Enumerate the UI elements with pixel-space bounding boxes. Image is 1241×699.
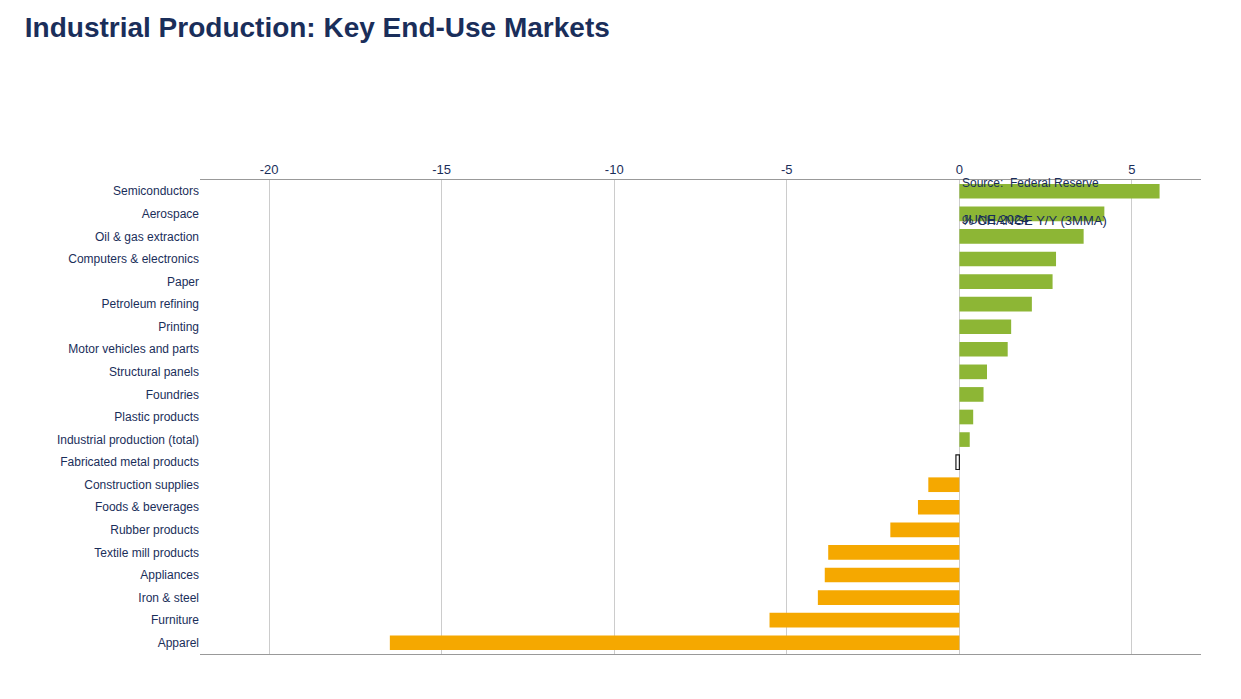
svg-text:Rubber products: Rubber products	[110, 523, 199, 537]
svg-text:Petroleum refining: Petroleum refining	[102, 297, 199, 311]
svg-text:Iron & steel: Iron & steel	[138, 591, 199, 605]
svg-text:0: 0	[956, 162, 963, 177]
svg-text:Structural panels: Structural panels	[109, 365, 199, 379]
svg-text:-10: -10	[605, 162, 624, 177]
svg-text:-5: -5	[781, 162, 793, 177]
svg-text:Foods & beverages: Foods & beverages	[95, 500, 199, 514]
svg-text:Computers & electronics: Computers & electronics	[68, 252, 199, 266]
svg-text:Printing: Printing	[158, 320, 199, 334]
svg-text:Apparel: Apparel	[158, 636, 199, 650]
svg-text:Fabricated metal products: Fabricated metal products	[60, 455, 199, 469]
svg-text:% CHANGE Y/Y (3MMA): % CHANGE Y/Y (3MMA)	[962, 213, 1107, 228]
svg-text:Industrial Production: Key End: Industrial Production: Key End-Use Marke…	[25, 12, 610, 43]
svg-text:Foundries: Foundries	[146, 388, 199, 402]
svg-text:Furniture: Furniture	[151, 613, 199, 627]
svg-text:-20: -20	[260, 162, 279, 177]
svg-text:Paper: Paper	[167, 275, 199, 289]
svg-text:Source: Federal Reserve: Source: Federal Reserve	[962, 176, 1099, 190]
svg-text:Appliances: Appliances	[140, 568, 199, 582]
svg-text:Industrial production (total): Industrial production (total)	[57, 433, 199, 447]
svg-text:Oil & gas extraction: Oil & gas extraction	[95, 230, 199, 244]
svg-text:5: 5	[1128, 162, 1135, 177]
svg-text:Aerospace: Aerospace	[142, 207, 200, 221]
svg-text:Plastic products: Plastic products	[114, 410, 199, 424]
svg-text:JUNE 2024: JUNE 2024	[962, 212, 1028, 227]
svg-text:-15: -15	[432, 162, 451, 177]
svg-text:Construction supplies: Construction supplies	[84, 478, 199, 492]
svg-text:Semiconductors: Semiconductors	[113, 184, 199, 198]
svg-text:Motor vehicles and parts: Motor vehicles and parts	[68, 342, 199, 356]
svg-text:Textile mill products: Textile mill products	[94, 546, 199, 560]
